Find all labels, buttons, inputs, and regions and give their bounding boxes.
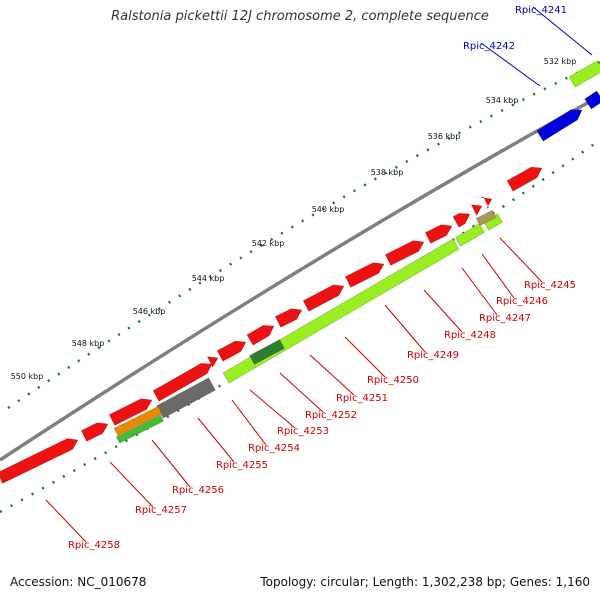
gene-feature-red [470, 204, 483, 217]
gene-label: Rpic_4254 [248, 443, 300, 454]
gene-feature-blue [584, 90, 600, 110]
gene-feature-red [108, 398, 153, 426]
tick-label: 532 kbp [544, 57, 577, 66]
label-connector-line [249, 389, 296, 429]
label-connector-line [151, 439, 191, 488]
label-connector-line [45, 499, 87, 543]
gene-feature-lime [483, 213, 503, 231]
tick-label: 544 kbp [192, 274, 225, 283]
topology-text: Topology: circular; Length: 1,302,238 bp… [260, 575, 590, 589]
gene-feature-green [116, 414, 164, 444]
gene-label: Rpic_4249 [407, 350, 459, 361]
gene-label: Rpic_4248 [444, 330, 496, 341]
gene-label: Rpic_4250 [367, 375, 419, 386]
label-connector-line [109, 461, 154, 508]
gene-label: Rpic_4253 [277, 426, 329, 437]
label-connector-line [344, 336, 386, 378]
gene-label: Rpic_4256 [172, 485, 224, 496]
gene-features [0, 60, 600, 484]
gene-feature-red [480, 196, 493, 210]
gene-feature-red [344, 262, 385, 288]
gene-feature-red [0, 438, 79, 484]
label-connector-line [480, 42, 541, 87]
gene-feature-red [424, 224, 453, 244]
label-connector-line [197, 417, 235, 463]
label-connector-line [499, 237, 543, 283]
tick-label: 550 kbp [11, 372, 44, 381]
tick-label: 534 kbp [486, 96, 519, 105]
tick-label: 542 kbp [252, 239, 285, 248]
tick-label: 548 kbp [72, 339, 105, 348]
gene-label: Rpic_4241 [515, 5, 567, 16]
gene-feature-blue [536, 109, 583, 142]
gene-feature-red [80, 422, 109, 442]
tick-labels: 532 kbp 534 kbp 536 kbp 538 kbp 540 kbp 542 k… [11, 57, 577, 381]
gene-feature-red [206, 356, 219, 369]
gene-labels: Rpic_4241 Rpic_4242 Rpic_4245 Rpic_4246 Rpic… [68, 5, 576, 551]
label-connector-line [279, 372, 324, 413]
label-connector-line [231, 399, 267, 446]
label-connector-line [384, 304, 426, 353]
label-connector-line [461, 267, 498, 316]
gene-label: Rpic_4255 [216, 460, 268, 471]
gene-feature-red [246, 325, 275, 346]
gene-feature-darkgreen [249, 339, 285, 365]
gene-feature-red [302, 284, 345, 312]
tick-label: 546 kbp [133, 307, 166, 316]
label-connector-line [532, 6, 593, 56]
outer-tick-track [7, 60, 600, 410]
tick-label: 538 kbp [371, 168, 404, 177]
gene-label: Rpic_4258 [68, 540, 120, 551]
gene-feature-red [216, 340, 247, 362]
gene-label: Rpic_4257 [135, 505, 187, 516]
gene-feature-red [152, 362, 213, 402]
tick-label: 536 kbp [428, 132, 461, 141]
gene-feature-lime [568, 60, 600, 88]
gene-feature-red [452, 212, 471, 228]
gene-feature-red [274, 308, 303, 328]
gene-label: Rpic_4252 [305, 410, 357, 421]
gene-feature-red [506, 166, 543, 192]
backbone-outer [0, 94, 600, 462]
label-connectors [45, 6, 593, 543]
label-connector-line [423, 289, 463, 333]
gene-label: Rpic_4242 [463, 41, 515, 52]
gene-label: Rpic_4247 [479, 313, 531, 324]
tick-label: 540 kbp [312, 205, 345, 214]
accession-text: Accession: NC_010678 [10, 575, 147, 589]
gene-feature-lime [455, 223, 485, 247]
label-connector-line [309, 354, 355, 396]
gene-label: Rpic_4245 [524, 280, 576, 291]
inner-tick-track [0, 138, 600, 514]
label-connector-line [481, 253, 515, 299]
map-title: Ralstonia pickettii 12J chromosome 2, co… [111, 9, 489, 24]
gene-feature-orange [113, 406, 163, 436]
gene-label: Rpic_4246 [496, 296, 548, 307]
gene-feature-red [384, 240, 425, 266]
gene-label: Rpic_4251 [336, 393, 388, 404]
gene-feature-tan [475, 210, 497, 226]
